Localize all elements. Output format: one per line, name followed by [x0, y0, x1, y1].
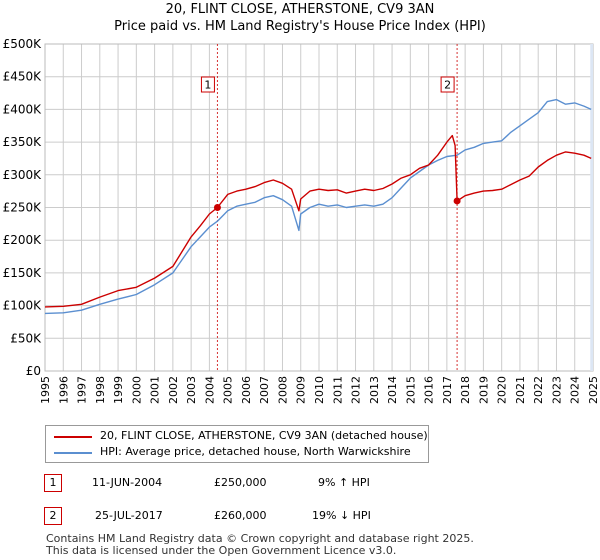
- x-tick-label: 1997: [76, 376, 89, 404]
- marker-box: [200, 76, 215, 93]
- x-tick-label: 2023: [550, 376, 563, 404]
- y-tick-label: £200K: [3, 233, 43, 247]
- x-tick-label: 2000: [130, 376, 143, 404]
- x-tick-label: 1998: [94, 376, 107, 404]
- y-tick-label: £150K: [3, 266, 43, 280]
- x-tick-label: 2024: [569, 376, 582, 404]
- y-tick-label: £500K: [3, 37, 43, 51]
- x-tick-label: 2004: [203, 376, 216, 404]
- chart-subtitle: Price paid vs. HM Land Registry's House …: [114, 19, 486, 34]
- x-tick-label: 2010: [313, 376, 326, 404]
- series-lines: [44, 98, 592, 315]
- sale-point: [453, 197, 461, 205]
- x-tick-label: 1996: [57, 376, 70, 404]
- shaded-region: [590, 44, 593, 371]
- transaction-number: 2: [44, 507, 62, 525]
- hpi-line: [44, 98, 592, 315]
- x-tick-label: 2007: [258, 376, 271, 404]
- x-tick-label: 1999: [112, 376, 125, 404]
- x-tick-label: 2016: [423, 376, 436, 404]
- marker-box: [440, 76, 455, 93]
- x-tick-label: 2021: [514, 376, 527, 404]
- transaction-row: 1 11-JUN-2004 £250,000 9% ↑ HPI: [0, 474, 600, 494]
- y-tick-label: £350K: [3, 135, 43, 149]
- transaction-delta: 19% ↓ HPI: [312, 509, 371, 522]
- x-tick-label: 2019: [477, 376, 490, 404]
- x-tick-label: 2015: [404, 376, 417, 404]
- transaction-date: 11-JUN-2004: [92, 476, 163, 489]
- y-tick-label: £50K: [10, 331, 42, 345]
- y-tick-label: £450K: [3, 70, 43, 84]
- event-lines: [216, 44, 458, 371]
- x-tick-label: 2011: [331, 376, 344, 404]
- legend-swatch-price: [54, 436, 92, 438]
- transaction-row: 2 25-JUL-2017 £260,000 19% ↓ HPI: [0, 507, 600, 527]
- x-tick-label: 2018: [459, 376, 472, 404]
- x-tick-label: 2020: [496, 376, 509, 404]
- transaction-date: 25-JUL-2017: [95, 509, 163, 522]
- y-tick-label: £250K: [3, 201, 43, 215]
- x-tick-label: 2001: [149, 376, 162, 404]
- chart-title: 20, FLINT CLOSE, ATHERSTONE, CV9 3AN: [165, 2, 435, 17]
- y-tick-label: £400K: [3, 102, 43, 116]
- x-tick-label: 2002: [167, 376, 180, 404]
- x-tick-label: 2009: [295, 376, 308, 404]
- x-tick-label: 2005: [222, 376, 235, 404]
- x-tick-label: 2014: [386, 376, 399, 404]
- legend-swatch-hpi: [54, 452, 92, 454]
- marker-label: 2: [444, 79, 451, 92]
- future-shade: [590, 44, 593, 371]
- footer-licence: This data is licensed under the Open Gov…: [46, 544, 397, 557]
- x-tick-label: 2006: [240, 376, 253, 404]
- price-chart: £0 £50K £100K £150K £200K £250K £300K £350K £400…: [3, 37, 600, 404]
- y-tick-label: £300K: [3, 168, 43, 182]
- x-tick-label: 2013: [368, 376, 381, 404]
- legend-label-price: 20, FLINT CLOSE, ATHERSTONE, CV9 3AN (de…: [100, 429, 428, 442]
- y-tick-label: £100K: [3, 299, 43, 313]
- y-tick-label: £0: [26, 364, 41, 378]
- transaction-price: £260,000: [214, 509, 267, 522]
- x-tick-label: 2025: [587, 376, 600, 404]
- x-tick-label: 1995: [39, 376, 52, 404]
- x-tick-label: 2017: [441, 376, 454, 404]
- transaction-number: 1: [44, 474, 62, 492]
- price-line: [44, 134, 592, 308]
- x-tick-label: 2022: [532, 376, 545, 404]
- transaction-delta: 9% ↑ HPI: [318, 476, 370, 489]
- transaction-price: £250,000: [214, 476, 267, 489]
- marker-label: 1: [204, 79, 211, 92]
- grid: [44, 43, 594, 372]
- x-tick-label: 2012: [350, 376, 363, 404]
- legend-label-hpi: HPI: Average price, detached house, Nort…: [100, 445, 411, 458]
- x-axis: 1995 1996 1997 1998 1999 2000 2001 2002 2003 2004…: [39, 376, 600, 404]
- x-tick-label: 2003: [185, 376, 198, 404]
- legend: 20, FLINT CLOSE, ATHERSTONE, CV9 3AN (de…: [45, 425, 429, 463]
- y-axis: £0 £50K £100K £150K £200K £250K £300K £350K £400…: [3, 37, 43, 378]
- sale-point: [213, 204, 221, 211]
- footer-copyright: Contains HM Land Registry data © Crown c…: [46, 532, 474, 545]
- x-tick-label: 2008: [276, 376, 289, 404]
